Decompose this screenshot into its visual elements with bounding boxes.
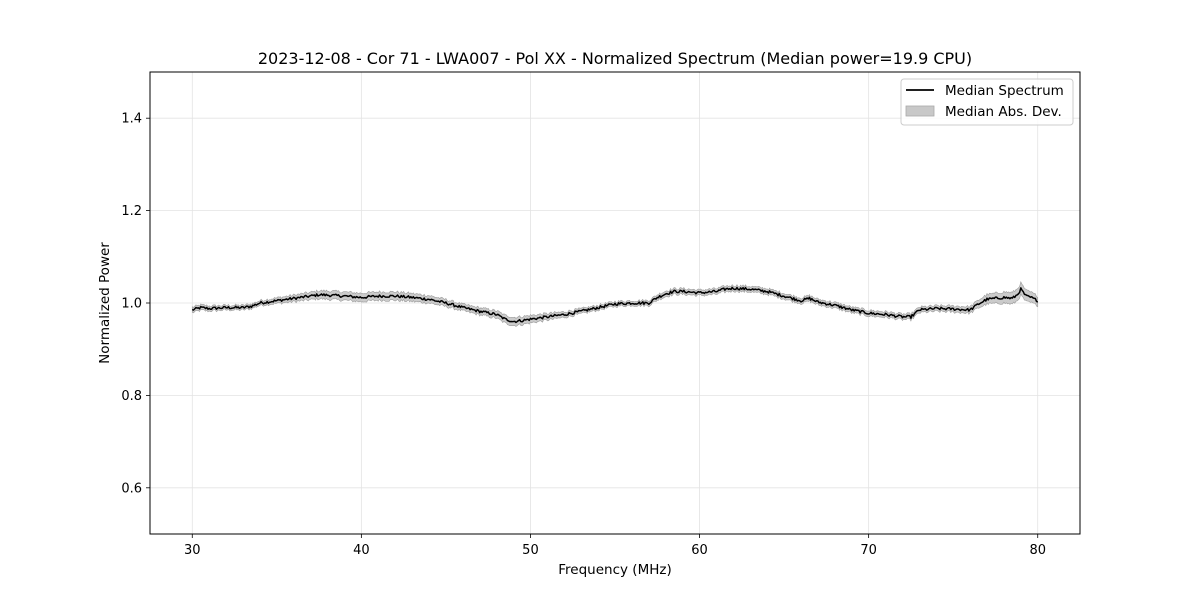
y-tick-label: 0.6: [121, 481, 142, 496]
x-tick-label: 60: [691, 543, 708, 558]
legend-label-median-spectrum: Median Spectrum: [945, 83, 1064, 99]
x-axis-label: Frequency (MHz): [558, 562, 671, 578]
y-tick-label: 1.4: [121, 112, 142, 127]
chart-title: 2023-12-08 - Cor 71 - LWA007 - Pol XX - …: [258, 49, 972, 68]
axis-ticks: 30 40 50 60 70 80 0.6 0.8 1.0 1.2 1.4: [121, 112, 1046, 558]
x-tick-label: 40: [353, 543, 370, 558]
median-spectrum-line: [191, 286, 1039, 324]
legend-box: [900, 78, 1074, 126]
x-tick-label: 30: [184, 543, 201, 558]
legend-label-mad: Median Abs. Dev.: [945, 104, 1062, 120]
x-tick-label: 70: [860, 543, 877, 558]
y-axis-label: Normalized Power: [97, 242, 113, 364]
y-tick-label: 1.2: [121, 204, 142, 219]
y-tick-label: 1.0: [121, 297, 142, 312]
y-tick-label: 0.8: [121, 389, 142, 404]
legend: Median Spectrum Median Abs. Dev.: [900, 78, 1074, 126]
legend-band-swatch: [905, 105, 935, 117]
median-line-layer: [191, 286, 1039, 324]
grid: [150, 72, 1080, 534]
x-tick-label: 50: [522, 543, 539, 558]
x-tick-label: 80: [1029, 543, 1046, 558]
